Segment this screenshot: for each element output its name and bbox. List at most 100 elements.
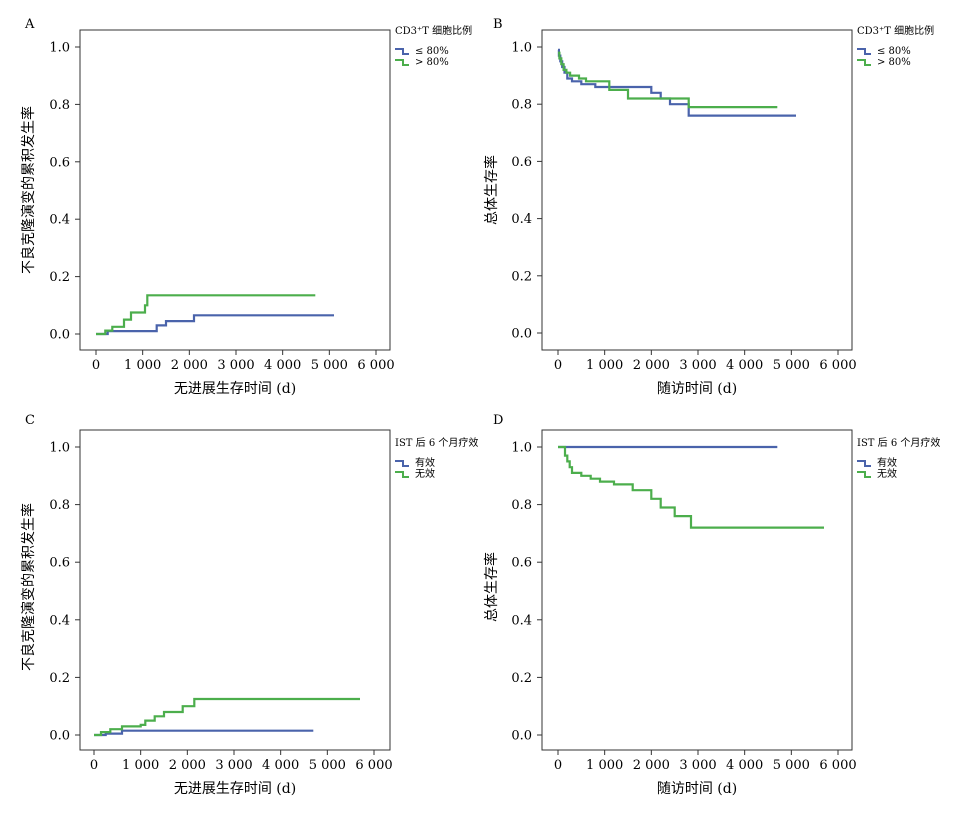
- x-tick-label: 5 000: [311, 358, 348, 373]
- legend-title: CD3⁺T 细胞比例: [395, 24, 472, 37]
- series-line-1: [557, 48, 796, 117]
- y-tick-label: 0.2: [49, 270, 70, 285]
- y-tick-label: 0.0: [49, 328, 70, 343]
- y-tick-label: 0.0: [511, 729, 532, 744]
- x-tick-label: 0: [554, 758, 562, 773]
- x-tick-label: 1 000: [122, 758, 159, 773]
- legend-swatch: [395, 460, 409, 467]
- y-tick-label: 0.0: [49, 729, 70, 744]
- x-axis-title: 随访时间 (d): [657, 381, 737, 397]
- y-tick-label: 0.2: [511, 671, 532, 686]
- legend-swatch: [395, 59, 409, 66]
- chart-panel-d: D 0 1 000 2 000 3 000 4 000 5 000 6 000 0.0 0.2 0.…: [483, 413, 940, 797]
- y-tick-label: 0.6: [511, 556, 532, 571]
- series-line-1: [94, 729, 314, 737]
- y-tick-label: 1.0: [49, 441, 70, 456]
- y-tick-label: 0.8: [511, 498, 532, 513]
- y-axis-title: 总体生存率: [483, 155, 500, 225]
- x-tick-label: 1 000: [586, 358, 623, 373]
- y-axis-title: 不良克隆演变的累积发生率: [20, 503, 37, 671]
- series-line-2: [558, 51, 778, 109]
- y-tick-label: 0.4: [49, 613, 70, 628]
- chart-panel-b: B 0 1 000 2 000 3 000 4 000 5 000 6 000 0.0 0.2 0.…: [483, 17, 934, 397]
- y-tick-label: 0.2: [511, 269, 532, 284]
- x-tick-label: 1 000: [124, 358, 161, 373]
- y-axis-title: 总体生存率: [483, 552, 500, 622]
- x-tick-label: 5 000: [773, 758, 810, 773]
- x-tick-label: 1 000: [586, 758, 623, 773]
- panel-letter: A: [24, 17, 35, 32]
- x-tick-label: 2 000: [633, 758, 670, 773]
- x-tick-label: 3 000: [215, 758, 252, 773]
- chart-panel-c: C 0 1 000 2 000 3 000 4 000 5 000 6 000 0.0 0.2 0.…: [20, 413, 478, 797]
- y-tick-label: 0.2: [49, 671, 70, 686]
- legend-label: > 80%: [877, 57, 911, 68]
- y-tick-label: 1.0: [511, 441, 532, 456]
- x-tick-label: 5 000: [309, 758, 346, 773]
- legend-swatch: [395, 471, 409, 478]
- series-line-2: [96, 294, 316, 336]
- chart-panel-a: A 0 1 000 2 000 3 000 4 000 5 000 6 000 0.0 0.2 0.…: [20, 17, 472, 397]
- x-axis-title: 随访时间 (d): [657, 781, 737, 797]
- x-tick-label: 6 000: [357, 358, 394, 373]
- legend-label: 有效: [877, 456, 897, 469]
- x-tick-label: 0: [90, 758, 98, 773]
- x-tick-label: 6 000: [819, 758, 856, 773]
- y-tick-label: 0.8: [49, 498, 70, 513]
- plot-frame: [79, 429, 391, 751]
- x-tick-label: 5 000: [773, 358, 810, 373]
- y-axis-title: 不良克隆演变的累积发生率: [20, 106, 37, 274]
- x-axis-title: 无进展生存时间 (d): [174, 781, 296, 797]
- legend-swatch: [857, 460, 871, 467]
- legend-label: 无效: [877, 467, 897, 480]
- legend-label: > 80%: [415, 57, 449, 68]
- legend-title: IST 后 6 个月疗效: [857, 436, 940, 449]
- legend-title: IST 后 6 个月疗效: [395, 436, 478, 449]
- y-tick-label: 0.8: [49, 98, 70, 113]
- y-tick-label: 0.8: [511, 98, 532, 113]
- series-line-2: [558, 445, 824, 529]
- x-tick-label: 6 000: [819, 358, 856, 373]
- legend-swatch: [857, 471, 871, 478]
- x-tick-label: 3 000: [679, 758, 716, 773]
- legend-title: CD3⁺T 细胞比例: [857, 24, 934, 37]
- series-line-1: [96, 314, 334, 336]
- y-tick-label: 0.0: [511, 327, 532, 342]
- x-tick-label: 6 000: [355, 758, 392, 773]
- plot-frame: [541, 429, 853, 751]
- legend-swatch: [857, 59, 871, 66]
- legend-label: 有效: [415, 456, 435, 469]
- legend-swatch: [857, 48, 871, 55]
- x-tick-label: 2 000: [633, 358, 670, 373]
- series-line-2: [94, 697, 360, 737]
- y-tick-label: 0.4: [511, 613, 532, 628]
- y-tick-label: 0.4: [49, 213, 70, 228]
- y-tick-label: 1.0: [49, 41, 70, 56]
- x-tick-label: 4 000: [262, 758, 299, 773]
- x-tick-label: 0: [554, 358, 562, 373]
- plot-frame: [541, 29, 853, 351]
- x-tick-label: 3 000: [217, 358, 254, 373]
- x-tick-label: 4 000: [726, 758, 763, 773]
- plot-frame: [79, 29, 391, 351]
- panel-letter: D: [493, 413, 503, 428]
- x-tick-label: 2 000: [171, 358, 208, 373]
- x-tick-label: 4 000: [726, 358, 763, 373]
- y-tick-label: 0.6: [511, 155, 532, 170]
- panel-letter: B: [493, 17, 503, 32]
- y-tick-label: 0.6: [49, 556, 70, 571]
- x-tick-label: 3 000: [679, 358, 716, 373]
- legend-label: ≤ 80%: [877, 46, 911, 57]
- y-tick-label: 1.0: [511, 41, 532, 56]
- x-tick-label: 0: [92, 358, 100, 373]
- x-tick-label: 2 000: [169, 758, 206, 773]
- y-tick-label: 0.6: [49, 155, 70, 170]
- legend-label: 无效: [415, 467, 435, 480]
- x-axis-title: 无进展生存时间 (d): [174, 381, 296, 397]
- legend-label: ≤ 80%: [415, 46, 449, 57]
- legend-swatch: [395, 48, 409, 55]
- y-tick-label: 0.4: [511, 212, 532, 227]
- x-tick-label: 4 000: [264, 358, 301, 373]
- panel-letter: C: [25, 413, 35, 428]
